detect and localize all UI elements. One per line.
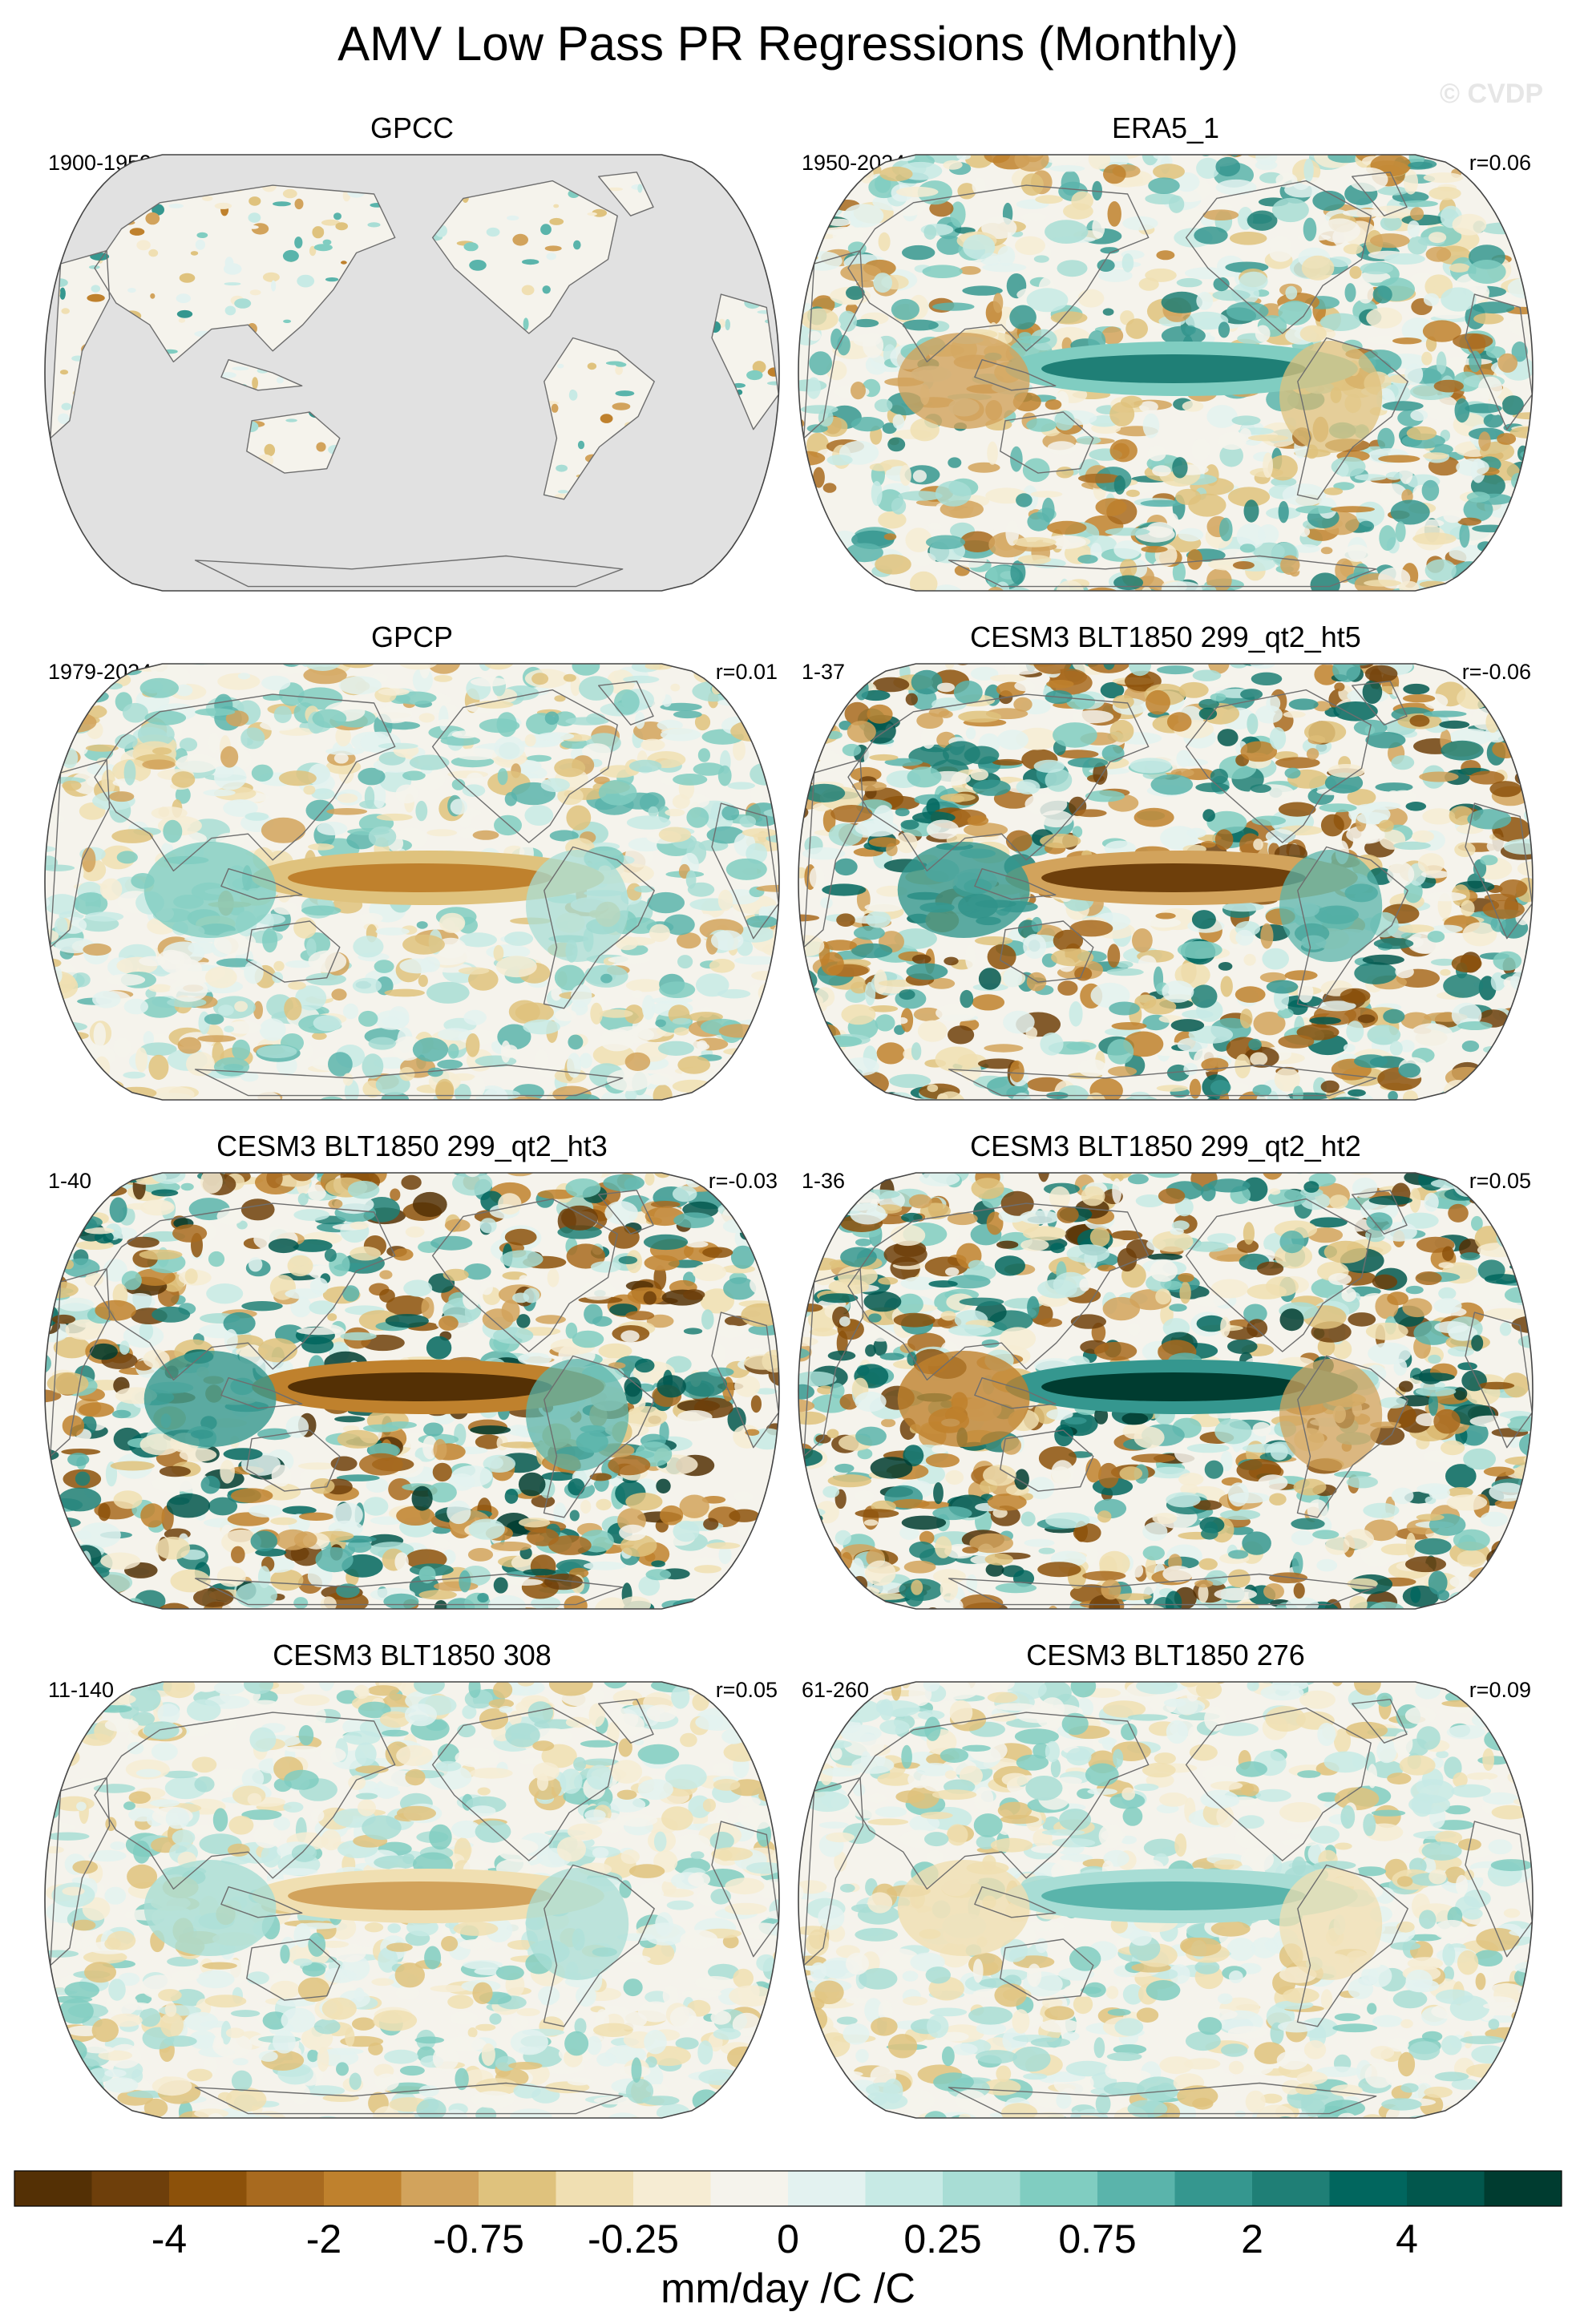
colorbar: -4 -2 -0.75 -0.25 0 0.25 0.75 2 4 — [14, 2170, 1562, 2261]
colorbar-segment — [710, 2171, 789, 2206]
colorbar-tick-label: 2 — [1241, 2217, 1263, 2261]
panel-title: CESM3 BLT1850 299_qt2_ht3 — [216, 1130, 608, 1162]
map-panel: CESM3 BLT1850 308 11-140 r=0.05 — [44, 1639, 780, 2119]
correlation-label: r=-0.06 — [1462, 660, 1531, 684]
correlation-label: r=0.05 — [1469, 1169, 1531, 1193]
panel-title: GPCC — [370, 111, 454, 144]
map-outline — [798, 154, 1534, 592]
colorbar-segment — [1407, 2171, 1485, 2206]
colorbar-segment — [91, 2171, 170, 2206]
colorbar-segment — [788, 2171, 866, 2206]
regression-field — [45, 155, 779, 591]
regression-field — [798, 1173, 1533, 1609]
correlation-label: r=0.09 — [1469, 1678, 1531, 1702]
coastlines — [803, 172, 1533, 588]
colorbar-segment — [1174, 2171, 1253, 2206]
map-outline — [44, 663, 780, 1101]
colorbar-segment — [479, 2171, 556, 2206]
period-label: 1-37 — [802, 660, 845, 684]
map-outline — [798, 1172, 1534, 1610]
colorbar-segment — [324, 2171, 402, 2206]
colorbar-tick-label: -4 — [152, 2217, 187, 2261]
figure-title: AMV Low Pass PR Regressions (Monthly) — [337, 17, 1239, 71]
colorbar-segment — [246, 2171, 325, 2206]
map-panel: CESM3 BLT1850 276 61-260 r=0.09 — [798, 1639, 1534, 2119]
colorbar-tick-label: -2 — [306, 2217, 341, 2261]
regression-field — [798, 664, 1533, 1100]
colorbar-segment — [865, 2171, 944, 2206]
colorbar-segment — [169, 2171, 247, 2206]
colorbar-units: mm/day /C /C — [661, 2265, 915, 2312]
regression-field — [45, 1682, 779, 2118]
colorbar-tick-label: 0 — [777, 2217, 799, 2261]
period-label: 11-140 — [48, 1678, 114, 1702]
coastlines — [803, 681, 1533, 1097]
colorbar-tick-label: 4 — [1396, 2217, 1418, 2261]
colorbar-segment — [14, 2171, 92, 2206]
colorbar-segment — [1097, 2171, 1175, 2206]
panel-title: GPCP — [371, 620, 453, 653]
panel-title: CESM3 BLT1850 308 — [273, 1639, 552, 1671]
colorbar-tick-label: 0.25 — [903, 2217, 981, 2261]
map-panel: CESM3 BLT1850 299_qt2_ht2 1-36 r=0.05 — [798, 1130, 1534, 1610]
coastlines — [50, 681, 779, 1097]
colorbar-tick-label: 0.75 — [1058, 2217, 1136, 2261]
correlation-label: r=-0.03 — [709, 1169, 778, 1193]
coastlines — [803, 1699, 1533, 2115]
colorbar-segment — [1329, 2171, 1408, 2206]
map-outline — [44, 1681, 780, 2119]
cvdp-watermark: © CVDP — [1440, 79, 1543, 109]
period-label: 1-36 — [802, 1169, 845, 1193]
coastlines — [803, 1190, 1533, 1606]
correlation-label: r=0.06 — [1469, 151, 1531, 175]
map-panel: CESM3 BLT1850 299_qt2_ht3 1-40 r=-0.03 — [44, 1130, 780, 1610]
panel-title: ERA5_1 — [1112, 111, 1219, 144]
panel-title: CESM3 BLT1850 276 — [1026, 1639, 1305, 1671]
colorbar-segment — [943, 2171, 1020, 2206]
map-outline — [798, 663, 1534, 1101]
map-outline — [44, 154, 780, 592]
regression-field — [45, 664, 779, 1100]
coastlines — [50, 1190, 779, 1606]
correlation-label: r=0.01 — [716, 660, 778, 684]
colorbar-segment — [1252, 2171, 1330, 2206]
colorbar-tick-label: -0.75 — [433, 2217, 524, 2261]
colorbar-tick-label: -0.25 — [588, 2217, 679, 2261]
regression-field — [45, 1173, 779, 1609]
map-outline — [798, 1681, 1534, 2119]
period-label: 61-260 — [802, 1678, 869, 1702]
period-label: 1-40 — [48, 1169, 91, 1193]
map-outline — [44, 1172, 780, 1610]
colorbar-segment — [1020, 2171, 1098, 2206]
map-panel: CESM3 BLT1850 299_qt2_ht5 1-37 r=-0.06 — [798, 620, 1534, 1101]
regression-field — [798, 155, 1533, 591]
correlation-label: r=0.05 — [716, 1678, 778, 1702]
colorbar-segment — [1484, 2171, 1562, 2206]
colorbar-segment — [556, 2171, 634, 2206]
panel-title: CESM3 BLT1850 299_qt2_ht2 — [970, 1130, 1361, 1162]
regression-field — [798, 1682, 1533, 2118]
colorbar-frame — [14, 2170, 1562, 2207]
colorbar-segment — [633, 2171, 711, 2206]
colorbar-segment — [401, 2171, 479, 2206]
panel-title: CESM3 BLT1850 299_qt2_ht5 — [970, 620, 1361, 653]
